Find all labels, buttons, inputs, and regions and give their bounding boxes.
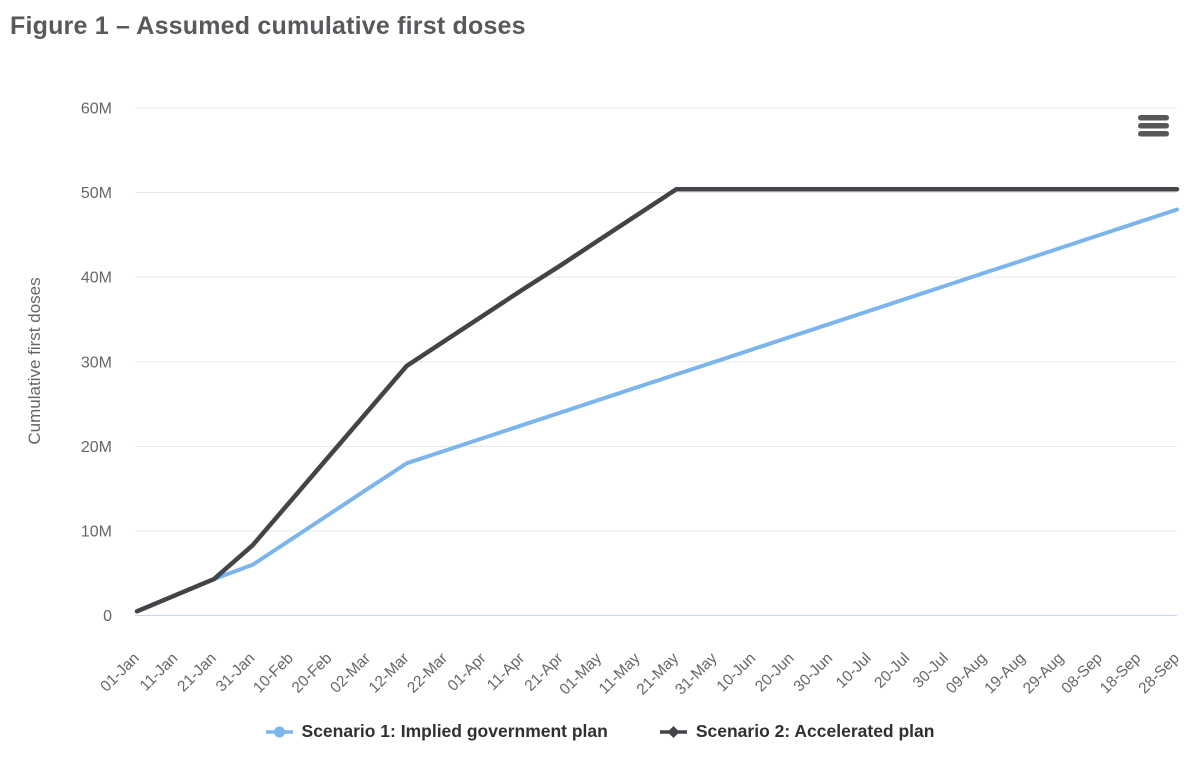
x-tick-label: 11-Jan [137,650,182,695]
x-tick-label: 10-Jul [833,650,875,692]
x-tick-label: 28-Sep [1135,650,1182,697]
legend: Scenario 1: Implied government plan Scen… [0,721,1200,742]
circle-marker-icon [273,726,285,737]
x-tick-label: 01-Jan [97,650,143,696]
series-line-scenario-2[interactable] [134,186,1180,614]
x-tick-label: 31-May [672,650,721,699]
y-tick-label: 0 [103,608,112,625]
x-tick-label: 29-Aug [1020,650,1067,697]
line-diamond-marker-icon [659,725,687,738]
x-tick-label: 22-Mar [404,650,451,697]
x-tick-label: 20-Jun [752,650,798,696]
chart-menu-button[interactable] [1135,111,1173,141]
x-tick-label: 12-Mar [366,650,413,697]
series-lines [134,186,1180,614]
y-tick-label: 20M [81,439,112,456]
x-tick-label: 01-Apr [445,650,490,695]
x-tick-label: 18-Sep [1097,650,1144,697]
x-tick-label: 09-Aug [943,650,990,697]
x-tick-label: 11-Apr [484,650,528,694]
x-tick-label: 19-Aug [981,650,1028,697]
y-tick-label: 10M [81,523,112,540]
gridlines [135,107,1177,616]
x-axis-labels: 01-Jan11-Jan21-Jan31-Jan10-Feb20-Feb02-M… [97,650,1183,699]
hamburger-menu-icon [1138,115,1169,137]
legend-item-scenario-2[interactable]: Scenario 2: Accelerated plan [659,721,935,742]
x-tick-label: 20-Jul [871,650,913,692]
y-axis-labels: 0 10M 20M 30M 40M 50M 60M [81,101,112,626]
legend-label: Scenario 1: Implied government plan [301,721,608,741]
x-tick-label: 08-Sep [1058,650,1105,697]
y-tick-label: 30M [81,354,112,371]
x-tick-label: 30-Jun [791,650,837,696]
legend-label: Scenario 2: Accelerated plan [695,721,935,741]
x-tick-label: 02-Mar [327,650,374,697]
x-tick-label: 10-Jun [714,650,760,696]
y-axis-title: Cumulative first doses [25,277,44,444]
diamond-marker-icon [667,725,680,738]
x-tick-label: 21-May [634,650,683,699]
x-tick-label: 31-Jan [213,650,259,696]
x-tick-label: 01-May [556,650,605,699]
legend-item-scenario-1[interactable]: Scenario 1: Implied government plan [265,721,608,742]
x-tick-label: 20-Feb [289,650,336,697]
x-tick-label: 21-Jan [174,650,220,696]
series-line-scenario-1[interactable] [135,207,1179,614]
figure-title: Figure 1 – Assumed cumulative first dose… [10,12,526,40]
x-tick-label: 10-Feb [250,650,297,697]
y-tick-label: 40M [81,270,112,287]
line-circle-marker-icon [265,726,293,737]
y-tick-label: 60M [81,101,112,118]
y-tick-label: 50M [81,185,112,202]
